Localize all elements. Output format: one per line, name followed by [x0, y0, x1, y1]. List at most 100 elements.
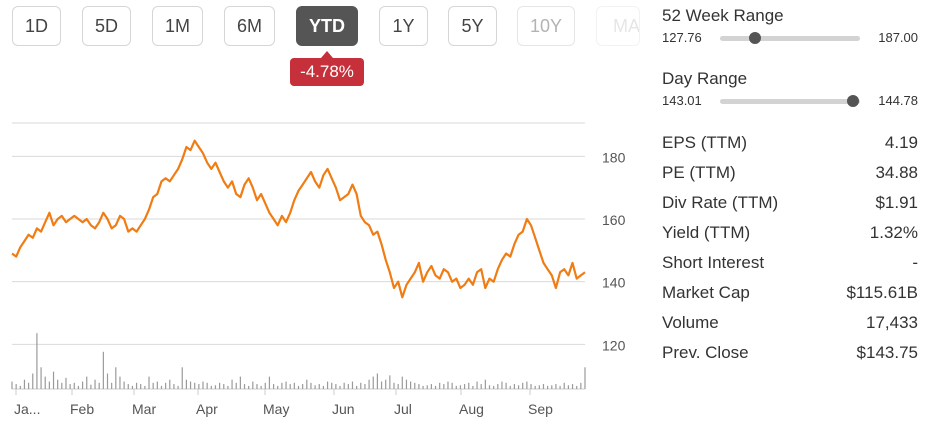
volume-bar — [339, 385, 341, 389]
volume-bar — [306, 379, 308, 389]
volume-bar — [347, 384, 349, 389]
volume-bar — [285, 381, 287, 389]
volume-bar — [459, 385, 462, 389]
volume-bar — [571, 384, 574, 389]
volume-bar — [318, 384, 320, 389]
volume-bar — [451, 382, 453, 389]
stat-value: 4.19 — [884, 133, 918, 152]
price-chart: 120 140 160 180 Ja... Feb Mar Apr May Jun Jul Aug S… — [11, 122, 626, 417]
range-button-5y[interactable]: 5Y — [448, 6, 497, 46]
volume-bar — [393, 382, 395, 389]
y-tick-label: 160 — [602, 212, 626, 228]
stat-label: Market Cap — [662, 283, 750, 302]
x-tick-label: Mar — [132, 401, 156, 417]
volume-bar — [547, 385, 549, 389]
volume-bar — [493, 385, 495, 389]
x-tick-label: Sep — [528, 401, 553, 417]
volume-bar — [52, 371, 55, 389]
week52-range-low: 127.76 — [662, 30, 702, 45]
volume-bar — [57, 379, 59, 389]
volume-bar — [61, 382, 63, 389]
volume-bar — [202, 381, 204, 389]
volume-bar — [214, 385, 217, 389]
volume-bar — [210, 385, 212, 389]
volume-bar — [223, 384, 225, 389]
volume-bar — [264, 382, 266, 389]
ytd-change-badge: -4.78% — [290, 51, 364, 86]
volume-bar — [439, 382, 441, 389]
volume-bar — [414, 382, 416, 389]
volume-bar — [526, 381, 528, 389]
volume-bar — [32, 373, 34, 389]
volume-bar — [260, 385, 262, 389]
stat-label: Yield (TTM) — [662, 223, 751, 242]
volume-bar — [289, 384, 291, 389]
volume-bar — [94, 379, 96, 389]
volume-bar — [434, 385, 437, 389]
range-button-1d[interactable]: 1D — [12, 6, 61, 46]
volume-bar — [231, 379, 233, 389]
volume-bar — [484, 379, 486, 389]
range-button-5d[interactable]: 5D — [82, 6, 131, 46]
volume-bar — [106, 373, 109, 389]
stat-row-div-rate-ttm: Div Rate (TTM) $1.91 — [662, 193, 918, 223]
volume-bar — [123, 381, 125, 389]
range-button-6m[interactable]: 6M — [224, 6, 275, 46]
stat-value: $143.75 — [856, 343, 918, 362]
volume-bar — [206, 382, 208, 389]
week52-range-track — [720, 32, 860, 44]
volume-bar — [302, 384, 304, 389]
volume-bar — [410, 381, 412, 389]
stat-row-eps-ttm: EPS (TTM) 4.19 — [662, 133, 918, 163]
volume-bar — [127, 384, 129, 389]
volume-bar — [239, 376, 241, 389]
range-button-1y[interactable]: 1Y — [379, 6, 428, 46]
volume-bar — [534, 385, 536, 389]
week52-range-title: 52 Week Range — [662, 6, 784, 25]
x-tick-label: Feb — [70, 401, 94, 417]
volume-bar — [385, 379, 387, 389]
volume-bar — [69, 384, 71, 389]
stat-value: $1.91 — [875, 193, 918, 212]
volume-bar — [356, 385, 358, 389]
volume-bar — [468, 382, 470, 389]
volume-bar — [335, 384, 337, 389]
volume-bar — [219, 382, 221, 389]
volume-bar — [140, 384, 142, 389]
price-line — [11, 139, 586, 299]
stat-row-yield-ttm: Yield (TTM) 1.32% — [662, 223, 918, 253]
volume-bar — [11, 381, 13, 389]
range-button-10y[interactable]: 10Y — [517, 6, 575, 46]
week52-range-high: 187.00 — [878, 30, 918, 45]
x-tick-label: May — [263, 401, 289, 417]
volume-bar — [73, 382, 75, 389]
volume-bar — [177, 385, 179, 389]
range-button-1m[interactable]: 1M — [152, 6, 203, 46]
time-range-selector: 1D 5D 1M 6M YTD 1Y 5Y 10Y MAX — [0, 0, 640, 52]
range-button-max[interactable]: MAX — [596, 6, 640, 46]
range-button-ytd[interactable]: YTD — [296, 6, 358, 46]
volume-bar — [189, 381, 192, 389]
day-range-high: 144.78 — [878, 93, 918, 108]
volume-bar — [297, 385, 300, 389]
volume-bar — [426, 385, 428, 389]
volume-bar — [401, 376, 403, 389]
volume-bar — [580, 382, 582, 389]
x-axis-labels: Ja... Feb Mar Apr May Jun Jul Aug Sep — [14, 389, 553, 417]
volume-bar — [343, 382, 345, 389]
volume-bar — [443, 384, 445, 389]
stat-value: - — [912, 253, 918, 272]
volume-bar — [173, 384, 175, 389]
volume-bar — [501, 381, 503, 389]
day-range-low: 143.01 — [662, 93, 702, 108]
volume-bar — [86, 376, 88, 389]
volume-bar — [430, 384, 432, 389]
volume-bar — [542, 384, 545, 389]
volume-bar — [538, 385, 540, 389]
volume-bar — [310, 382, 312, 389]
volume-bar — [90, 384, 92, 389]
volume-bar — [119, 376, 121, 389]
volume-bar — [194, 382, 196, 389]
stat-label: Prev. Close — [662, 343, 749, 362]
volume-bar — [77, 385, 80, 389]
